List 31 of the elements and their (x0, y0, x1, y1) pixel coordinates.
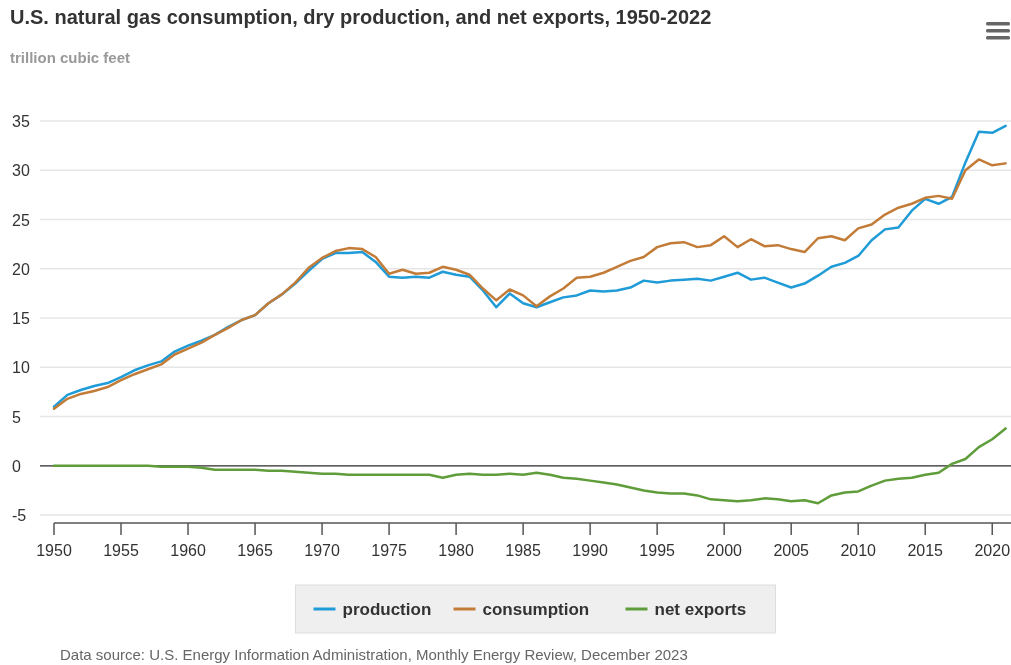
legend-label: production (342, 600, 432, 619)
legend-label: consumption (482, 600, 590, 619)
legend-label: net exports (654, 600, 747, 619)
x-tick-label: 1965 (237, 542, 273, 559)
line-series (52, 427, 1007, 505)
x-tick-label: 2015 (907, 542, 944, 559)
y-tick-label: 5 (12, 408, 21, 426)
x-tick-label: 1955 (103, 542, 139, 559)
x-tick-label: 1995 (639, 542, 676, 559)
y-tick-label: 20 (12, 260, 30, 278)
x-tick-label: 2000 (706, 542, 743, 559)
x-tick-label: 1980 (438, 542, 474, 559)
chart-subtitle: trillion cubic feet (10, 49, 131, 66)
x-tick-label: 1985 (505, 542, 542, 559)
x-tick-label: 1970 (304, 542, 340, 559)
y-tick-label: 15 (12, 310, 30, 328)
y-tick-label: 10 (12, 359, 30, 377)
x-tick-label: 1990 (572, 542, 609, 559)
y-tick-label: 35 (12, 113, 30, 130)
y-tick-label: -5 (12, 507, 27, 525)
y-tick-label: 0 (12, 457, 21, 475)
y-tick-label: 30 (12, 162, 30, 180)
x-tick-label: 2020 (974, 542, 1011, 559)
x-tick-label: 1975 (371, 542, 407, 559)
source-note: Data source: U.S. Energy Information Administration, Monthly Energy Review, December 2023 (60, 646, 688, 663)
x-tick-label: 2005 (773, 542, 810, 559)
x-tick-label: 1960 (170, 542, 206, 559)
chart-title: U.S. natural gas consumption, dry production, and net exports, 1950-2022 (10, 6, 712, 28)
y-tick-label: 25 (12, 211, 30, 229)
x-tick-label: 1950 (36, 542, 72, 559)
x-tick-label: 2010 (840, 542, 877, 559)
